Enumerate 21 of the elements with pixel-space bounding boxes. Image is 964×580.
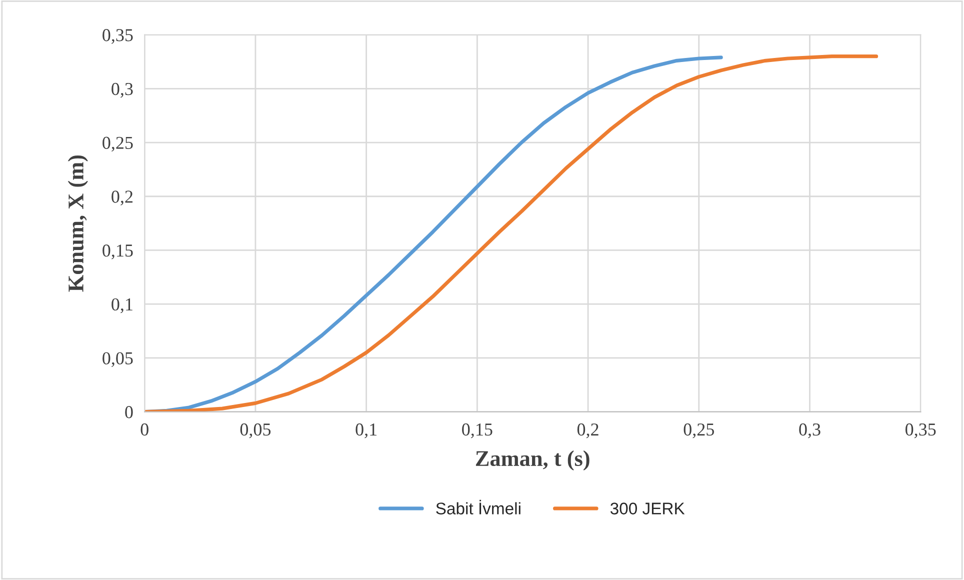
y-tick-label: 0,3: [112, 82, 133, 98]
x-tick-label: 0,35: [906, 423, 936, 438]
y-tick-label: 0,15: [102, 244, 133, 260]
y-tick-label: 0,35: [102, 29, 133, 44]
x-tick-label: 0,1: [356, 423, 377, 438]
x-tick-label: 0,3: [799, 423, 820, 438]
y-tick-label: 0: [125, 406, 133, 418]
x-tick-label: 0,2: [577, 423, 598, 438]
y-tick-label: 0,25: [102, 136, 133, 152]
line-series: [144, 54, 878, 412]
y-tick-label: 0,05: [102, 352, 133, 367]
x-tick-label: 0,25: [684, 423, 714, 438]
y-axis-title: Konum, X (m): [68, 155, 88, 292]
x-axis-title: Zaman, t (s): [476, 450, 590, 471]
x-tick-label: 0: [140, 423, 148, 436]
legend-label: 300 JERK: [610, 502, 685, 514]
x-tick-label: 0,15: [462, 423, 492, 438]
legend-label: Sabit İvmeli: [436, 500, 520, 514]
y-tick-label: 0,2: [112, 190, 132, 206]
x-tick-label: 0,05: [240, 423, 271, 438]
y-tick-label: 0,1: [112, 298, 132, 314]
